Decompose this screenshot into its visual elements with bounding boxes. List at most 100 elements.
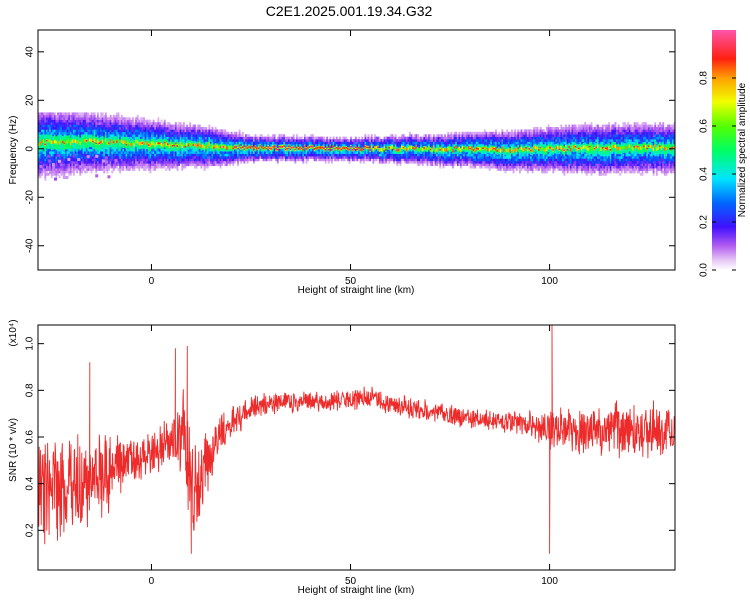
spectrogram-cell: [366, 156, 368, 159]
spectrogram-cell: [343, 158, 346, 162]
spectrogram-cell: [278, 148, 281, 152]
spectrogram-cell: [313, 156, 316, 159]
spectrogram-cell: [303, 153, 306, 157]
spectrogram-cell: [117, 124, 120, 128]
spectrogram-cell: [178, 131, 181, 135]
spectrogram-cell: [120, 126, 123, 130]
spectrogram-cell: [120, 151, 123, 154]
spectrogram-cell: [186, 153, 188, 157]
spectrogram-cell: [96, 122, 99, 125]
spectrogram-cell: [144, 136, 147, 140]
spectrogram-cell: [50, 173, 53, 176]
spectrogram-cell: [136, 148, 139, 152]
spectrogram-cell: [93, 138, 96, 142]
spectrogram-cell: [176, 165, 179, 169]
spectrogram-cell: [144, 126, 147, 130]
spectrogram-cell: [194, 142, 196, 147]
spectrogram-cell: [235, 148, 238, 152]
spectrogram-cell: [302, 146, 305, 150]
spectrogram-cell: [418, 153, 421, 157]
spectrogram-cell: [152, 126, 155, 130]
spectrogram-cell: [308, 141, 311, 145]
spectrogram-cell: [165, 160, 168, 164]
spectrogram-cell: [396, 151, 399, 154]
spectrogram-cell: [240, 160, 243, 164]
spectrogram-cell: [55, 134, 58, 137]
spectrogram-cell: [331, 139, 333, 142]
spectrogram-cell: [92, 156, 95, 159]
spectrogram-cell: [90, 151, 93, 154]
spectrogram-cell: [272, 148, 274, 152]
spectrogram-cell: [80, 151, 83, 154]
spectrogram-cell: [44, 122, 47, 125]
spectrogram-cell: [114, 139, 117, 143]
spectrogram-cell: [114, 153, 117, 157]
spectrogram-cell: [479, 143, 482, 147]
spectrogram-cell: [44, 173, 47, 176]
spectrogram-cell: [44, 170, 47, 174]
spectrogram-cell: [114, 119, 117, 123]
spectrogram-cell: [240, 153, 243, 157]
spectrogram-cell: [308, 143, 311, 147]
spectrogram-cell: [361, 139, 364, 142]
spectrogram-cell: [139, 141, 142, 146]
spectrogram-cell: [353, 156, 356, 159]
spectrogram-cell: [61, 151, 64, 154]
spectrogram-cell: [278, 139, 281, 142]
spectrogram-cell: [65, 163, 67, 167]
spectrogram-cell: [88, 156, 91, 159]
spectrogram-cell: [448, 153, 451, 157]
spectrogram-cell: [198, 136, 201, 140]
spectrogram-cell: [270, 139, 273, 142]
spectrogram-cell: [319, 141, 322, 145]
spectrogram-cell: [163, 124, 166, 128]
spectrogram-cell: [275, 158, 278, 162]
spectrogram-cell: [455, 141, 458, 145]
spectrogram-cell: [133, 158, 136, 162]
spectrogram-cell: [232, 153, 235, 157]
spectrogram-cell: [393, 141, 396, 145]
spectrogram-cell: [268, 141, 271, 145]
spectrogram-cell: [351, 148, 354, 151]
spectrogram-cell: [448, 139, 451, 142]
spectrogram-cell: [69, 165, 72, 169]
spectrogram-cell: [377, 139, 380, 142]
spectrogram-cell: [112, 163, 115, 167]
spectrogram-cell: [275, 141, 278, 145]
spectrogram-cell: [130, 153, 133, 157]
spectrogram-cell: [429, 163, 432, 167]
spectrogram-cell: [276, 156, 279, 159]
spectrogram-cell: [475, 158, 478, 162]
spectrogram-cell: [275, 156, 278, 159]
spectrogram-cell: [214, 144, 217, 148]
spectrogram-cell: [162, 143, 165, 148]
spectrogram-cell: [380, 160, 383, 164]
spectrogram-cell: [60, 165, 63, 169]
spectrogram-cell: [109, 160, 112, 164]
spectrogram-cell: [76, 168, 79, 171]
spectrogram-cell: [409, 145, 411, 149]
spectrogram-cell: [178, 126, 181, 130]
spectrogram-cell: [295, 136, 298, 140]
spectrogram-cell: [426, 158, 429, 162]
spectrogram-cell: [176, 129, 179, 133]
spectrogram-cell: [381, 139, 384, 142]
spectrogram-cell: [73, 168, 75, 171]
spectrogram-cell: [359, 151, 362, 154]
spectrogram-cell: [467, 156, 470, 159]
spectrogram-cell: [227, 134, 230, 137]
spectrogram-cell: [233, 134, 236, 137]
spectrogram-cell: [224, 156, 227, 159]
spectrogram-cell: [55, 153, 58, 157]
spectrogram-cell: [187, 156, 190, 159]
spectrogram-cell: [45, 151, 48, 154]
spectrogram-cell: [69, 173, 72, 176]
spectrogram-cell: [165, 136, 168, 140]
spectrogram-cell: [63, 114, 66, 118]
spectrogram-cell: [418, 143, 421, 147]
spectrogram-cell: [135, 117, 138, 120]
spectrogram-cell: [305, 160, 308, 164]
spectrogram-cell: [415, 158, 418, 162]
spectrogram-cell: [68, 151, 71, 154]
spectrogram-cell: [127, 165, 130, 169]
